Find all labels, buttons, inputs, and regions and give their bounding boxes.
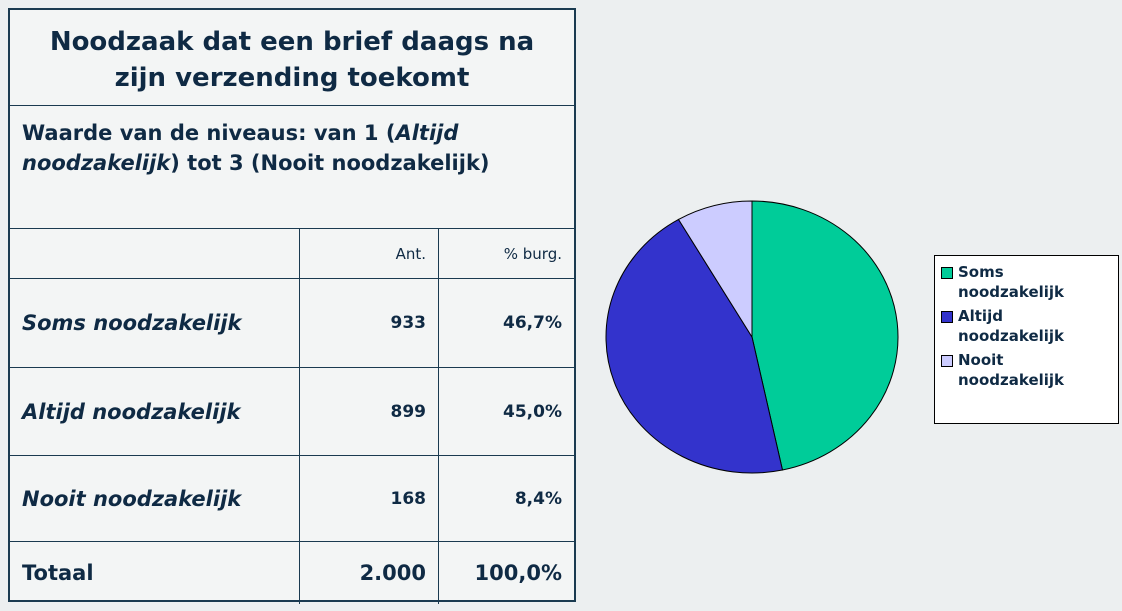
count-cell: 2.000	[300, 542, 439, 604]
subtitle-text: Waarde van de niveaus: van 1 (	[22, 121, 396, 145]
legend-label: Nooit noodzakelijk	[958, 351, 1065, 389]
row-label: Nooit noodzakelijk	[10, 456, 300, 542]
header-cell: Ant.	[300, 228, 439, 279]
percent-cell: 45,0%	[439, 368, 574, 456]
legend-item: Soms noodzakelijk	[941, 262, 1111, 302]
pie-slice	[677, 200, 753, 339]
table-panel: Noodzaak dat een brief daags na zijn ver…	[8, 8, 576, 604]
row-label: Altijd noodzakelijk	[10, 368, 300, 456]
pie-slice	[605, 218, 784, 474]
subtitle-text: ) tot 3 (Nooit noodzakelijk)	[170, 151, 490, 175]
header-cell: % burg.	[439, 228, 574, 279]
percent-cell: 8,4%	[439, 456, 574, 542]
subtitle: Waarde van de niveaus: van 1 (Altijd noo…	[10, 106, 574, 228]
count-cell: 899	[300, 368, 439, 456]
percent-cell: 100,0%	[474, 561, 562, 585]
legend: Soms noodzakelijk Altijd noodzakelijk Nooi…	[934, 255, 1119, 424]
legend-swatch	[941, 311, 953, 323]
subtitle-italic: Altijd noodzakelijk	[22, 121, 459, 175]
legend-item: Nooit noodzakelijk	[941, 350, 1111, 390]
header-cell	[10, 228, 300, 279]
legend-item: Altijd noodzakelijk	[941, 306, 1111, 346]
row-label: Soms noodzakelijk	[10, 279, 300, 368]
legend-label: Soms noodzakelijk	[958, 263, 1065, 301]
legend-swatch	[941, 355, 953, 367]
row-label: Totaal	[10, 542, 300, 604]
count-cell: 168	[300, 456, 439, 542]
percent-cell: 46,7%	[439, 279, 574, 368]
pie-slice	[751, 200, 899, 471]
legend-swatch	[941, 267, 953, 279]
title: Noodzaak dat een brief daags na zijn ver…	[10, 10, 574, 106]
legend-label: Altijd noodzakelijk	[958, 307, 1065, 345]
count-cell: 933	[300, 279, 439, 368]
